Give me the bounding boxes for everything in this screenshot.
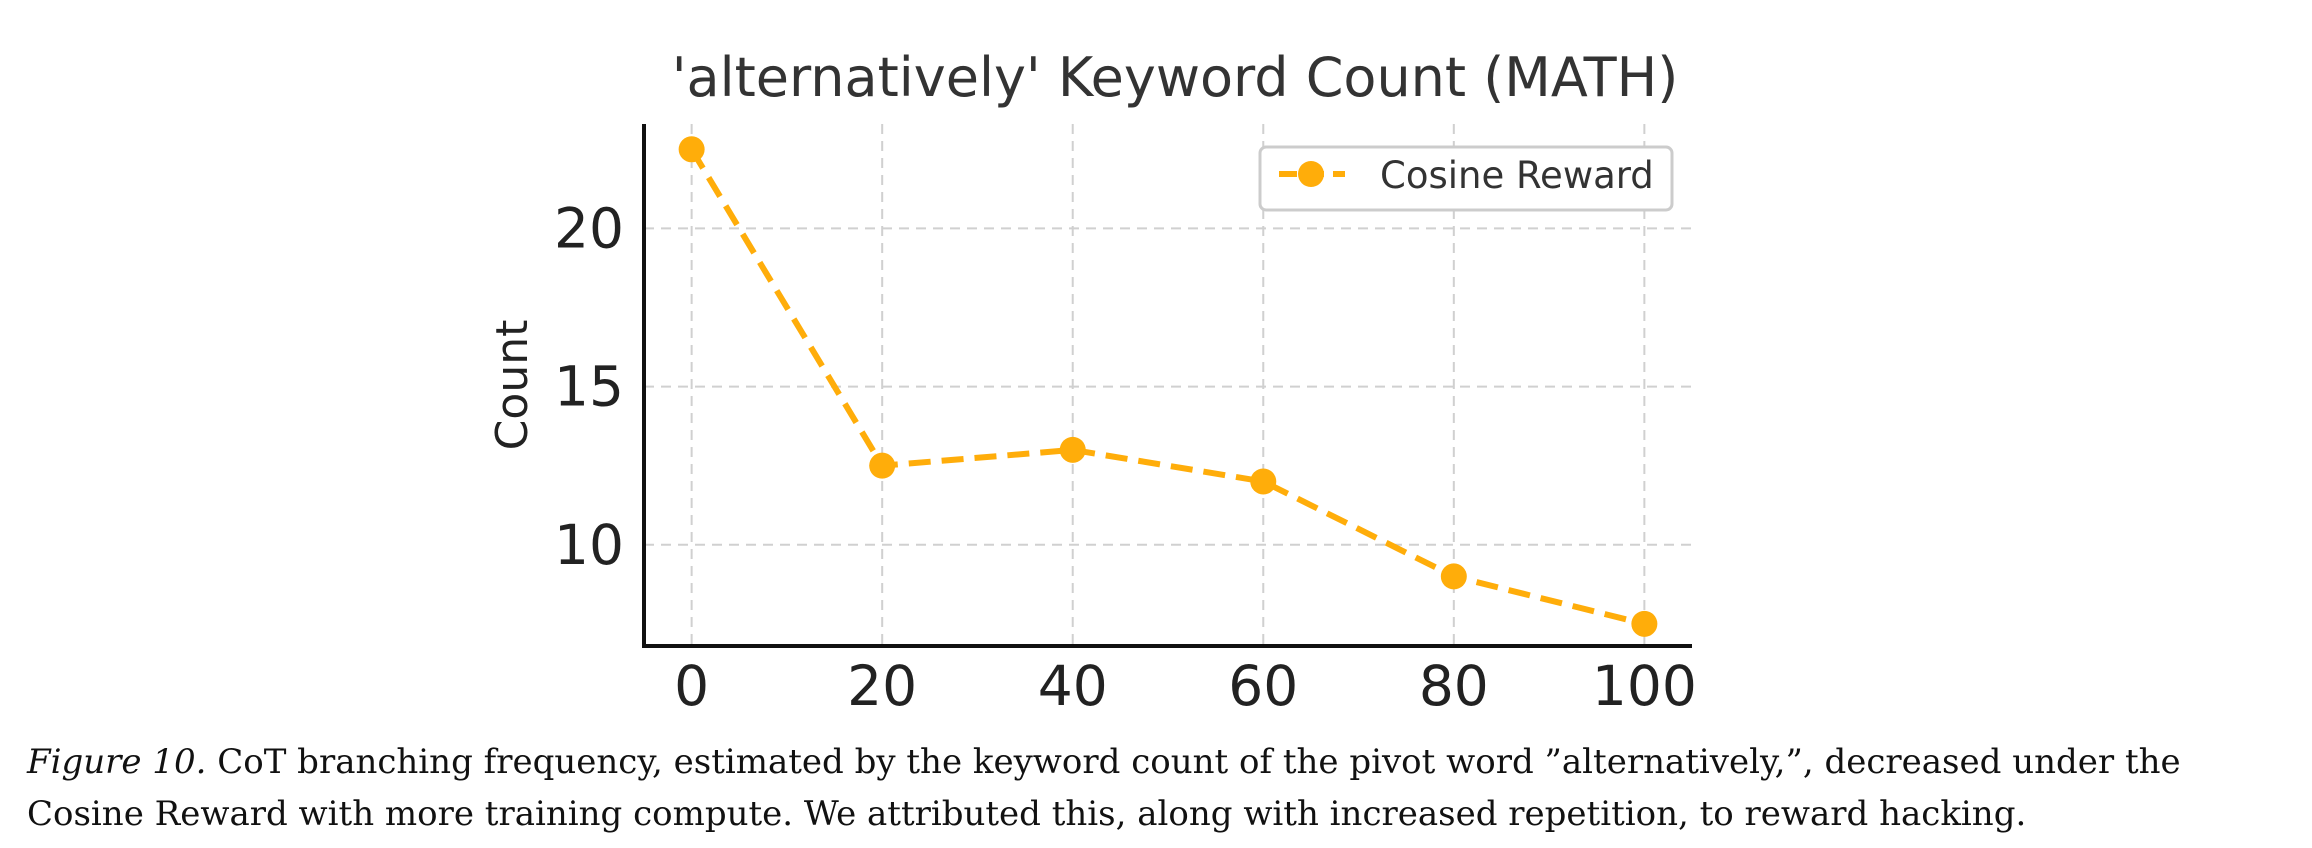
legend-label: Cosine Reward [1380, 154, 1654, 197]
chart-title: 'alternatively' Keyword Count (MATH) [672, 46, 1679, 109]
data-point [1631, 610, 1658, 637]
figure-caption: Figure 10. CoT branching frequency, esti… [27, 736, 2297, 840]
x-tick-label: 20 [847, 654, 917, 718]
caption-label: Figure 10. [27, 742, 207, 782]
line-chart: 'alternatively' Keyword Count (MATH) 0 20… [487, 46, 1697, 718]
series-line [689, 147, 1646, 627]
x-tick-label: 40 [1038, 654, 1108, 718]
legend: Cosine Reward [1258, 145, 1674, 212]
y-axis-label: Count [487, 320, 538, 451]
y-tick-label: 15 [554, 355, 624, 419]
legend-marker [1298, 161, 1324, 187]
y-tick-label: 10 [554, 513, 624, 577]
legend-frame [1258, 145, 1674, 212]
caption-text: CoT branching frequency, estimated by th… [27, 742, 2181, 834]
axes [642, 124, 1692, 648]
series-group [678, 136, 1658, 637]
data-point [1250, 468, 1277, 495]
tick-labels: 0 20 40 60 80 100 10 15 20 [554, 196, 1697, 718]
data-point [869, 452, 896, 479]
data-point [1059, 436, 1086, 463]
x-tick-label: 80 [1419, 654, 1489, 718]
data-point [1440, 563, 1467, 590]
x-tick-label: 60 [1228, 654, 1298, 718]
data-point [678, 136, 705, 163]
x-tick-label: 0 [674, 654, 709, 718]
x-tick-label: 100 [1592, 654, 1697, 718]
y-tick-label: 20 [554, 196, 624, 260]
